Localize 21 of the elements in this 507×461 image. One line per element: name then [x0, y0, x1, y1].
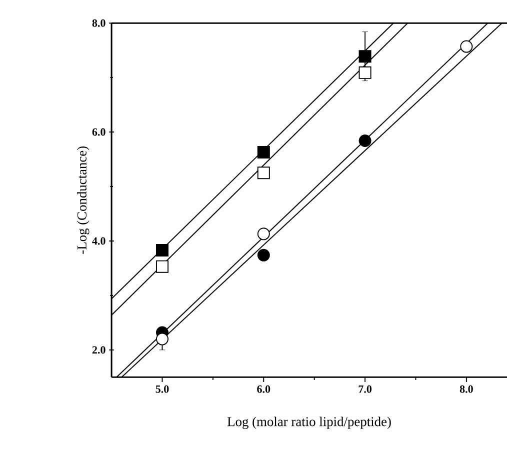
point	[358, 66, 372, 79]
point	[156, 244, 168, 257]
x-tick-label: 8.0	[460, 385, 473, 393]
point	[257, 248, 270, 262]
point	[358, 50, 372, 63]
y-tick-label: 6.0	[92, 128, 106, 136]
point	[257, 146, 270, 159]
y-tick-label: 4.0	[92, 237, 106, 245]
point	[156, 332, 168, 346]
x-axis-title: Log (molar ratio lipid/peptide)	[227, 416, 391, 430]
x-tick-label: 5.0	[156, 385, 169, 393]
point	[257, 166, 270, 180]
y-axis-title: -Log (Conductance)	[77, 146, 90, 254]
x-tick-label: 6.0	[257, 385, 270, 393]
y-tick-label: 8.0	[92, 19, 106, 27]
point	[358, 134, 372, 148]
point	[156, 260, 168, 273]
x-tick-label: 7.0	[358, 385, 372, 393]
point	[460, 40, 473, 53]
point	[257, 228, 270, 240]
y-tick-label: 2.0	[92, 346, 106, 354]
